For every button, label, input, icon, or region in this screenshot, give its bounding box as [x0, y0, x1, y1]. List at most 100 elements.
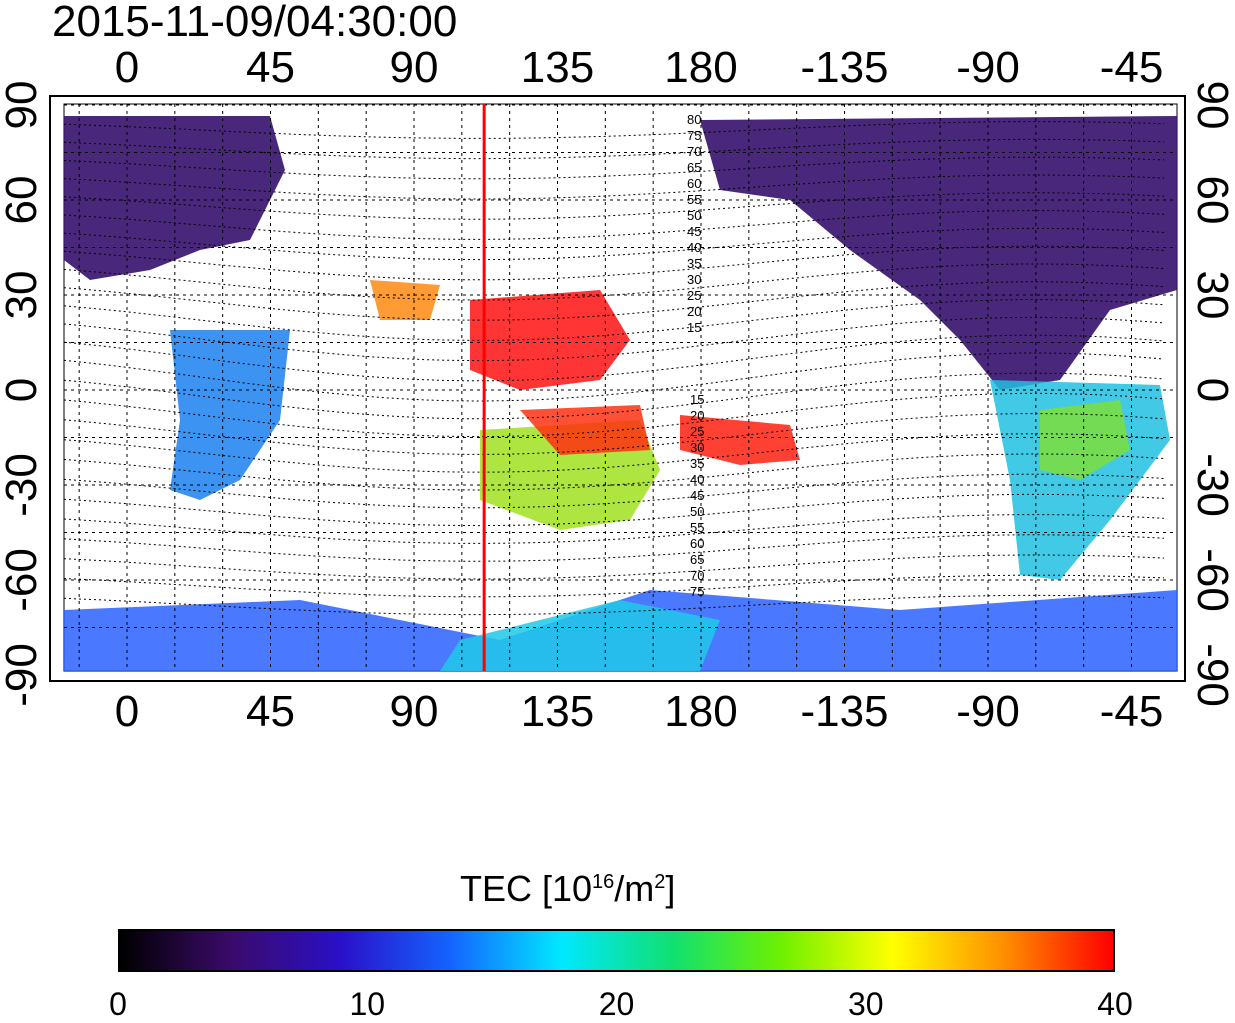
- contour-label-north: 70: [687, 144, 701, 159]
- left-latitude-label: 30: [0, 271, 46, 320]
- right-latitude-label: 90: [1188, 81, 1235, 130]
- contour-line: [64, 174, 1165, 200]
- contour-line: [64, 534, 1165, 562]
- colorbar-title-mid: /m: [614, 868, 655, 909]
- timestamp-title: 2015-11-09/04:30:00: [52, 0, 458, 46]
- tec-region-australia-north: [520, 405, 650, 455]
- top-longitude-label: -45: [1100, 43, 1164, 92]
- bottom-longitude-label: -90: [956, 687, 1020, 736]
- colorbar-title-exponent-1: 16: [592, 871, 615, 893]
- contour-line: [64, 594, 1165, 616]
- colorbar-tick-label: 40: [1097, 986, 1133, 1022]
- contour-label-north: 60: [687, 176, 701, 191]
- contour-label-north: 45: [687, 224, 701, 239]
- top-longitude-label: 45: [246, 43, 295, 92]
- contour-label-south: 55: [690, 520, 704, 535]
- contour-label-south: 70: [690, 568, 704, 583]
- contour-label-south: 40: [690, 472, 704, 487]
- contour-line: [64, 156, 1165, 180]
- contour-line: [64, 299, 1165, 341]
- right-latitude-label: 60: [1188, 176, 1235, 225]
- contour-line: [64, 493, 1165, 527]
- top-longitude-label: 180: [664, 43, 737, 92]
- tec-map: 8075706560555045403530252015152025303540…: [0, 43, 1235, 736]
- contour-label-south: 30: [690, 440, 704, 455]
- bottom-longitude-label: 0: [115, 687, 139, 736]
- contour-line: [64, 121, 1165, 139]
- contour-label-south: 20: [690, 408, 704, 423]
- left-latitude-label: -30: [0, 453, 46, 517]
- contour-line: [64, 227, 1165, 261]
- contour-label-north: 65: [687, 160, 701, 175]
- contour-line: [64, 372, 1165, 420]
- left-latitude-label: 60: [0, 176, 46, 225]
- contour-label-south: 75: [690, 584, 704, 599]
- contour-label-south: 35: [690, 456, 704, 471]
- left-latitude-label: -90: [0, 643, 46, 707]
- contour-label-south: 25: [690, 424, 704, 439]
- contour-line: [64, 352, 1165, 402]
- contour-line: [64, 210, 1165, 240]
- colorbar-tick-label: 20: [598, 986, 635, 1022]
- contour-label-north: 75: [687, 128, 701, 143]
- contour-label-north: 80: [687, 112, 701, 127]
- contour-line: [64, 554, 1165, 580]
- contour-label-north: 20: [687, 304, 701, 319]
- contour-line: [64, 574, 1165, 598]
- contour-line: [64, 453, 1165, 491]
- axis-labels: 0 45 90 135 180 -135 -90 -450 45 90 135 180 -135 -90-…: [0, 43, 1235, 736]
- contour-line: [64, 433, 1165, 473]
- contour-line: [64, 192, 1165, 220]
- right-latitude-label: 30: [1188, 271, 1235, 320]
- top-longitude-label: -135: [800, 43, 888, 92]
- contour-line: [64, 514, 1165, 544]
- top-longitude-label: 0: [115, 43, 139, 92]
- contour-label-south: 45: [690, 488, 704, 503]
- contour-line: [64, 316, 1165, 362]
- tec-region-antarctica-high: [440, 600, 720, 671]
- tec-region-south-pacific: [680, 415, 800, 465]
- contour-label-north: 25: [687, 288, 701, 303]
- bottom-longitude-label: 135: [521, 687, 594, 736]
- bottom-longitude-label: -45: [1100, 687, 1164, 736]
- bottom-longitude-label: -135: [800, 687, 888, 736]
- left-latitude-label: 0: [0, 378, 46, 402]
- bottom-longitude-label: 180: [664, 687, 737, 736]
- colorbar-tick-label: 30: [847, 986, 884, 1022]
- contour-label-north: 50: [687, 208, 701, 223]
- tec-region-north-america: [700, 116, 1177, 390]
- contour-line: [64, 392, 1165, 438]
- contour-label-south: 50: [690, 504, 704, 519]
- bottom-longitude-label: 45: [246, 687, 295, 736]
- right-latitude-label: -60: [1188, 548, 1235, 612]
- colorbar-title-suffix: ]: [665, 868, 676, 909]
- right-latitude-label: -30: [1188, 453, 1235, 517]
- tec-region-africa: [170, 330, 290, 500]
- colorbar-gradient: [118, 929, 1115, 972]
- contour-line: [64, 473, 1165, 509]
- contour-label-north: 15: [687, 320, 701, 335]
- colorbar-title: TEC [1016/m2]: [460, 868, 675, 910]
- contour-label-north: 35: [687, 256, 701, 271]
- left-latitude-label: 90: [0, 81, 46, 130]
- right-latitude-label: -90: [1188, 643, 1235, 707]
- top-longitude-label: -90: [956, 43, 1020, 92]
- contour-line: [64, 138, 1165, 160]
- contour-label-north: 55: [687, 192, 701, 207]
- top-longitude-label: 90: [390, 43, 439, 92]
- left-latitude-label: -60: [0, 548, 46, 612]
- contour-label-south: 15: [690, 392, 704, 407]
- contour-line: [64, 334, 1165, 382]
- contour-line: [64, 413, 1165, 455]
- contour-label-north: 30: [687, 272, 701, 287]
- contour-label-south: 65: [690, 552, 704, 567]
- colorbar-tick-label: 10: [349, 986, 386, 1022]
- contour-line: [64, 245, 1165, 281]
- contour-line: [64, 281, 1165, 321]
- contour-label-north: 40: [687, 240, 701, 255]
- magnetic-latitude-contours: [64, 121, 1165, 616]
- top-longitude-label: 135: [521, 43, 594, 92]
- contour-label-south: 60: [690, 536, 704, 551]
- colorbar-tick-label: 0: [109, 986, 127, 1022]
- bottom-longitude-label: 90: [390, 687, 439, 736]
